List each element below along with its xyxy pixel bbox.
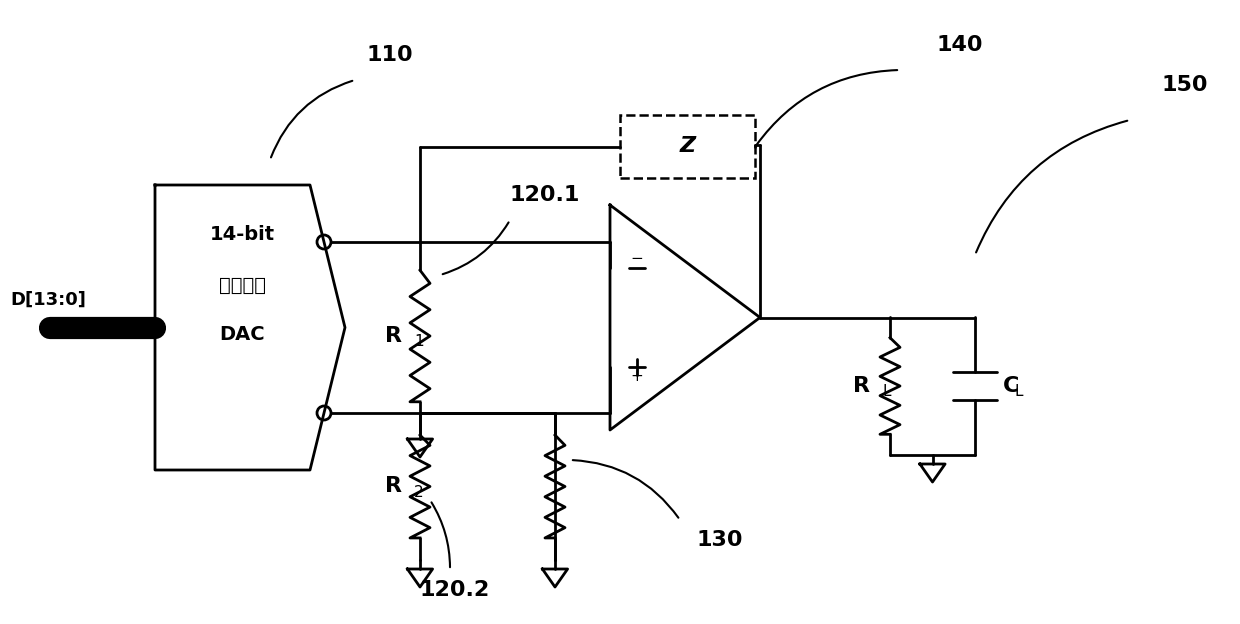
Text: +: + [631,369,644,384]
Text: R: R [384,477,402,497]
Text: DAC: DAC [219,326,265,344]
Text: D[13:0]: D[13:0] [10,291,86,308]
Text: 1: 1 [414,334,424,349]
Text: C: C [1003,376,1019,396]
Text: 140: 140 [936,35,983,55]
Text: 電流轉向: 電流轉向 [219,276,267,295]
Text: L: L [882,384,890,399]
Text: 150: 150 [1162,75,1208,95]
Bar [620,115,755,178]
Text: 120.1: 120.1 [510,185,580,205]
Text: −: − [631,251,644,266]
Text: 2: 2 [414,485,424,500]
Text: 110: 110 [367,45,413,65]
Text: Z: Z [680,137,696,157]
Text: 130: 130 [697,530,743,550]
Text: 14-bit: 14-bit [210,225,275,245]
Text: R: R [384,326,402,346]
Text: L: L [1016,384,1023,399]
Text: 120.2: 120.2 [420,580,490,600]
Text: R: R [853,376,870,396]
